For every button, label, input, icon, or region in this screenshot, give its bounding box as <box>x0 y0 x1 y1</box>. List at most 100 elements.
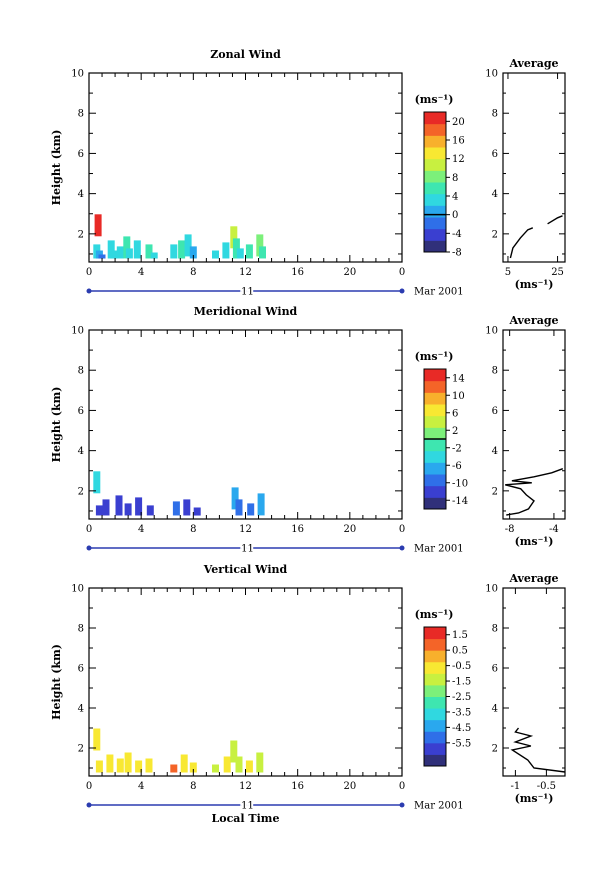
meridional-ytick-label: 6 <box>78 406 84 417</box>
zonal-colorbar-segment <box>424 147 446 160</box>
meridional-average-xtick-label: -4 <box>549 524 559 535</box>
vertical-xtick-label: 12 <box>239 781 252 792</box>
zonal-xtick-label: 12 <box>239 267 252 278</box>
zonal-colorbar-segment <box>424 205 446 218</box>
meridional-colorbar-tick-label: 2 <box>452 426 458 437</box>
vertical-colorbar-tick-label: -0.5 <box>452 661 471 672</box>
vertical-ytick-label: 6 <box>78 664 84 675</box>
meridional-day-label: 11 <box>241 544 254 555</box>
meridional-colorbar-segment <box>424 427 446 440</box>
vertical-average-ytick-label: 6 <box>492 664 498 675</box>
zonal-cell-9 <box>133 240 141 259</box>
vertical-colorbar-tick-label: -2.5 <box>452 692 471 703</box>
vertical-average-frame <box>502 587 566 777</box>
meridional-colorbar-tick-label: 10 <box>452 391 465 402</box>
meridional-title: Meridional Wind <box>194 305 298 318</box>
vertical-average-ytick-label: 2 <box>492 744 498 755</box>
vertical-colorbar-tick-label: -4.5 <box>452 723 471 734</box>
meridional-colorbar-segment <box>424 369 446 382</box>
meridional-ytick-label: 8 <box>78 366 84 377</box>
meridional-cell-6 <box>146 505 154 516</box>
vertical-colorbar-segment <box>424 696 446 709</box>
vertical-colorbar-tick-label: -3.5 <box>452 707 471 718</box>
meridional-colorbar-segment <box>424 462 446 475</box>
meridional-unit-label: (ms⁻¹) <box>415 350 454 363</box>
vertical-xtick-label: 0 <box>86 781 92 792</box>
zonal-colorbar-tick-label: 4 <box>452 192 458 203</box>
zonal-colorbar-tick-label: 0 <box>452 210 458 221</box>
zonal-data-cells <box>93 214 266 259</box>
zonal-unit-label: (ms⁻¹) <box>415 93 454 106</box>
meridional-average-ytick-label: 4 <box>492 446 498 457</box>
zonal-colorbar-segment <box>424 193 446 206</box>
meridional-average-ytick-label: 6 <box>492 406 498 417</box>
zonal-cell-7 <box>123 236 131 259</box>
meridional-colorbar-tick-label: -14 <box>452 496 468 507</box>
vertical-data-cells <box>93 728 264 773</box>
zonal-colorbar-segment <box>424 217 446 230</box>
vertical-colorbar-segment <box>424 708 446 721</box>
zonal-cell-5 <box>110 250 118 259</box>
meridional-average-ytick-label: 2 <box>492 486 498 497</box>
zonal-average-unit-label: (ms⁻¹) <box>515 278 554 291</box>
meridional-xtick-label: 0 <box>399 524 405 535</box>
meridional-data-cells <box>93 471 265 516</box>
vertical-cell-9 <box>189 762 197 773</box>
zonal-average-ytick-label: 6 <box>492 149 498 160</box>
vertical-cell-8 <box>180 754 188 773</box>
zonal-cell-6 <box>116 246 124 259</box>
vertical-day-bar-start <box>86 802 92 808</box>
vertical-average-title: Average <box>508 572 558 585</box>
zonal-average-ytick-label: 8 <box>492 109 498 120</box>
zonal-xtick-label: 16 <box>291 267 304 278</box>
meridional-colorbar-segment <box>424 450 446 463</box>
zonal-ytick-label: 8 <box>78 109 84 120</box>
zonal-colorbar-segment <box>424 158 446 171</box>
vertical-average-profile <box>510 727 566 773</box>
zonal-ylabel: Height (km) <box>50 130 63 206</box>
zonal-xtick-label: 20 <box>343 267 356 278</box>
zonal-average-ytick-label: 4 <box>492 189 498 200</box>
zonal-cell-10 <box>145 244 153 259</box>
vertical-cell-1 <box>95 760 103 773</box>
meridional-panel: Meridional Wind Height (km) 2 4 6 8 10 0 4 8 12 16 2… <box>50 305 566 557</box>
vertical-average-ytick-label: 8 <box>492 624 498 635</box>
zonal-colorbar-tick-label: 16 <box>452 136 465 147</box>
vertical-cell-12 <box>230 740 238 763</box>
vertical-cell-0 <box>93 728 101 751</box>
zonal-cell-22 <box>256 234 264 257</box>
meridional-average-frame <box>502 329 566 520</box>
meridional-ytick-label: 4 <box>78 446 84 457</box>
zonal-xtick-label: 8 <box>190 267 196 278</box>
zonal-cell-20 <box>236 248 244 259</box>
zonal-day-bar-start <box>86 288 92 294</box>
meridional-ytick-label: 2 <box>78 486 84 497</box>
meridional-cell-10 <box>231 487 239 510</box>
meridional-day-bar-end <box>399 545 405 551</box>
meridional-cell-4 <box>124 503 132 516</box>
zonal-colorbar-segment <box>424 123 446 136</box>
meridional-xtick-label: 4 <box>138 524 144 535</box>
zonal-colorbar-tick-label: 20 <box>452 117 465 128</box>
meridional-ytick-label: 10 <box>71 326 84 337</box>
meridional-cell-2 <box>102 499 110 516</box>
meridional-colorbar-tick-label: 14 <box>452 373 465 384</box>
meridional-colorbar-segment <box>424 485 446 498</box>
vertical-xtick-label: 8 <box>190 781 196 792</box>
zonal-colorbar-segment <box>424 240 446 253</box>
zonal-average-ytick-label: 10 <box>485 69 498 80</box>
meridional-cell-13 <box>257 493 265 516</box>
meridional-cell-5 <box>135 497 143 516</box>
meridional-colorbar-tick-label: 6 <box>452 408 458 419</box>
meridional-cell-7 <box>172 501 180 516</box>
vertical-ytick-label: 2 <box>78 744 84 755</box>
meridional-average-title: Average <box>508 314 558 327</box>
vertical-cell-5 <box>135 760 143 773</box>
zonal-average-profile <box>509 215 563 259</box>
meridional-average-ytick-label: 10 <box>485 326 498 337</box>
zonal-ytick-label: 2 <box>78 229 84 240</box>
zonal-cell-23 <box>259 246 266 259</box>
zonal-cell-13 <box>178 240 186 259</box>
meridional-average-xtick-label: -8 <box>505 524 515 535</box>
zonal-colorbar-tick-label: 12 <box>452 154 465 165</box>
